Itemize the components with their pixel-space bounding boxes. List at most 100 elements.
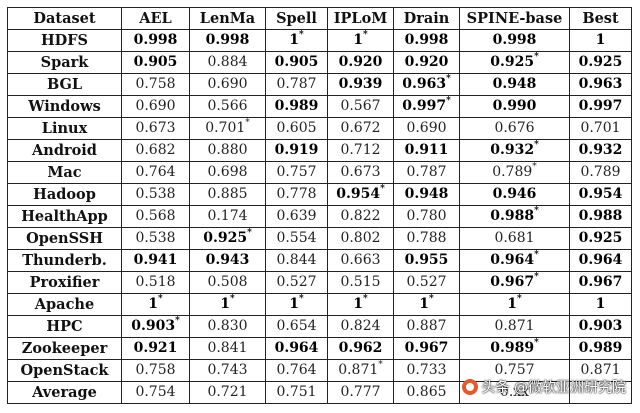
table-cell: 1 (569, 29, 632, 52)
table-cell: 0.920 (393, 51, 460, 74)
cell-value: 0.865 (406, 384, 447, 400)
best-marker: * (534, 250, 539, 261)
cell-value: 0.939 (338, 76, 383, 92)
cell-value: 0.920 (338, 54, 383, 70)
table-cell: 0.948 (393, 183, 460, 206)
table-cell: 0.932 (569, 139, 632, 162)
table-cell: 1* (459, 293, 570, 316)
cell-value: 0.764 (276, 362, 317, 378)
cell-value: 0.830 (207, 318, 248, 334)
cell-value: 0.920 (404, 54, 449, 70)
table-cell: 0.941 (121, 249, 190, 272)
table-cell: 0.905 (265, 51, 328, 74)
cell-value: 0.887 (406, 318, 447, 334)
cell-value: 0.789 (492, 164, 533, 180)
cell-value: 0.663 (340, 252, 381, 268)
table-cell: 0.967* (459, 271, 570, 294)
cell-value: 0.567 (340, 98, 381, 114)
cell-value: 0.758 (135, 76, 176, 92)
row-label: HPC (7, 315, 122, 338)
row-label: OpenSSH (7, 227, 122, 250)
cell-value: 0.871 (494, 318, 535, 334)
best-marker: * (378, 360, 383, 371)
table-cell: 1* (327, 29, 394, 52)
cell-value: 0.757 (276, 164, 317, 180)
table-cell: 0.777 (327, 381, 394, 404)
table-cell: 0.682 (121, 139, 190, 162)
cell-value: 0.919 (274, 142, 319, 158)
cell-value: 1 (595, 296, 606, 312)
cell-value: 0.538 (135, 230, 176, 246)
table-row: Mac 0.764 0.698 0.757 0.673 0.787 0.789* 0.789 (7, 161, 632, 184)
cell-value: 0.997 (578, 98, 623, 114)
cell-value: 0.758 (135, 362, 176, 378)
best-marker: * (363, 294, 368, 305)
table-cell: 0.681 (459, 227, 570, 250)
cell-value: 0.932 (490, 142, 535, 158)
cell-value: 0.701 (205, 120, 246, 136)
cell-value: 0.932 (578, 142, 623, 158)
table-cell: 0.988 (569, 205, 632, 228)
cell-value: 0.802 (340, 230, 381, 246)
table-cell: 0.919 (265, 139, 328, 162)
table-cell: 0.754 (121, 381, 190, 404)
table-cell: 0.884 (189, 51, 266, 74)
cell-value: 1 (289, 296, 300, 312)
table-cell: 0.757 (265, 161, 328, 184)
table-row: Apache 1* 1* 1* 1* 1* 1* 1 (7, 293, 632, 316)
cell-value: 0.538 (135, 186, 176, 202)
cell-value: 0.515 (340, 274, 381, 290)
row-label: Thunderb. (7, 249, 122, 272)
table-header: Dataset AEL LenMa Spell IPLoM Drain SPINE-base… (7, 7, 632, 30)
table-cell: 0.946 (459, 183, 570, 206)
cell-value: 0.788 (406, 230, 447, 246)
table-cell: 0.787 (265, 73, 328, 96)
cell-value: 0.964 (490, 252, 535, 268)
cell-value: 0.764 (135, 164, 176, 180)
row-label: Mac (7, 161, 122, 184)
table-cell: 0.932* (459, 139, 570, 162)
row-label: OpenStack (7, 359, 122, 382)
cell-value: 0.921 (133, 340, 178, 356)
table-cell: 0.989 (265, 95, 328, 118)
row-label: HealthApp (7, 205, 122, 228)
column-header-ael: AEL (121, 7, 190, 30)
best-marker: * (446, 96, 451, 107)
cell-value: 0.998 (404, 32, 449, 48)
table-cell: 0.998 (189, 29, 266, 52)
table-cell: 1* (393, 293, 460, 316)
row-label: Android (7, 139, 122, 162)
cell-value: 0.822 (340, 208, 381, 224)
table-row: Hadoop 0.538 0.885 0.778 0.954* 0.948 0.946 0.9… (7, 183, 632, 206)
table-cell: 0.998 (121, 29, 190, 52)
table-cell: 0.701 (569, 117, 632, 140)
cell-value: 0.789 (580, 164, 621, 180)
cell-value: 0.527 (276, 274, 317, 290)
column-header-spine-base: SPINE-base (459, 7, 570, 30)
cell-value: 0.905 (274, 54, 319, 70)
table-cell: 0.780 (393, 205, 460, 228)
table-cell: 0.605 (265, 117, 328, 140)
header-row: Dataset AEL LenMa Spell IPLoM Drain SPINE-base… (7, 7, 632, 30)
cell-value: 0.841 (207, 340, 248, 356)
table-cell: 0.925* (189, 227, 266, 250)
table-cell: 0.673 (327, 161, 394, 184)
table-cell: 0.174 (189, 205, 266, 228)
cell-value: 0.780 (406, 208, 447, 224)
table-row: OpenStack 0.758 0.743 0.764 0.871* 0.733 0.757… (7, 359, 632, 382)
table-row: Android 0.682 0.880 0.919 0.712 0.911 0.932* 0.… (7, 139, 632, 162)
table-cell: 0.964* (459, 249, 570, 272)
table-cell: 0.880 (189, 139, 266, 162)
best-marker: * (534, 140, 539, 151)
best-marker: * (175, 316, 180, 327)
cell-value: 0.777 (340, 384, 381, 400)
table-cell: 0.701* (189, 117, 266, 140)
table-cell: 0.690 (189, 73, 266, 96)
cell-value: 0.964 (578, 252, 623, 268)
table-cell: 0.925 (569, 51, 632, 74)
best-marker: * (534, 272, 539, 283)
best-marker: * (380, 184, 385, 195)
cell-value: 0.824 (340, 318, 381, 334)
table-cell: 0.515 (327, 271, 394, 294)
cell-value: 0.672 (340, 120, 381, 136)
